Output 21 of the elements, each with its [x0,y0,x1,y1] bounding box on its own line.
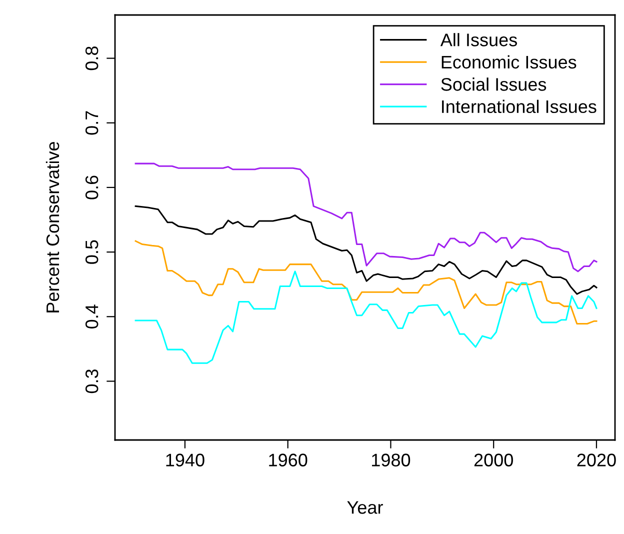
y-tick-label: 0.8 [85,46,98,70]
x-tick-label: 1940 [166,454,204,466]
line-series [134,270,598,364]
x-axis-title: Year [347,501,383,514]
y-tick-label: 0.3 [85,369,98,394]
y-tick-label: 0.4 [85,304,98,328]
legend-label: Social Issues [441,78,546,91]
line-series [134,240,598,325]
y-tick-label: 0.7 [85,111,98,135]
y-tick-label: 0.5 [85,240,98,264]
x-tick-label: 1960 [269,454,308,466]
legend-label: Economic Issues [442,55,576,69]
y-tick-label: 0.6 [85,176,98,200]
line-series [134,162,598,272]
line-series [134,205,598,295]
x-tick-label: 1980 [372,454,410,466]
x-tick-label: 2020 [577,454,616,466]
legend-label: All Issues [440,33,517,46]
x-tick-label: 2000 [474,454,513,466]
legend-label: International Issues [442,100,596,114]
y-axis-title: Percent Conservative [46,142,60,312]
